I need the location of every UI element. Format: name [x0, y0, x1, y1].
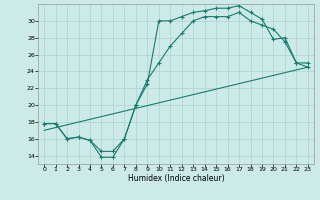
X-axis label: Humidex (Indice chaleur): Humidex (Indice chaleur) [128, 174, 224, 183]
